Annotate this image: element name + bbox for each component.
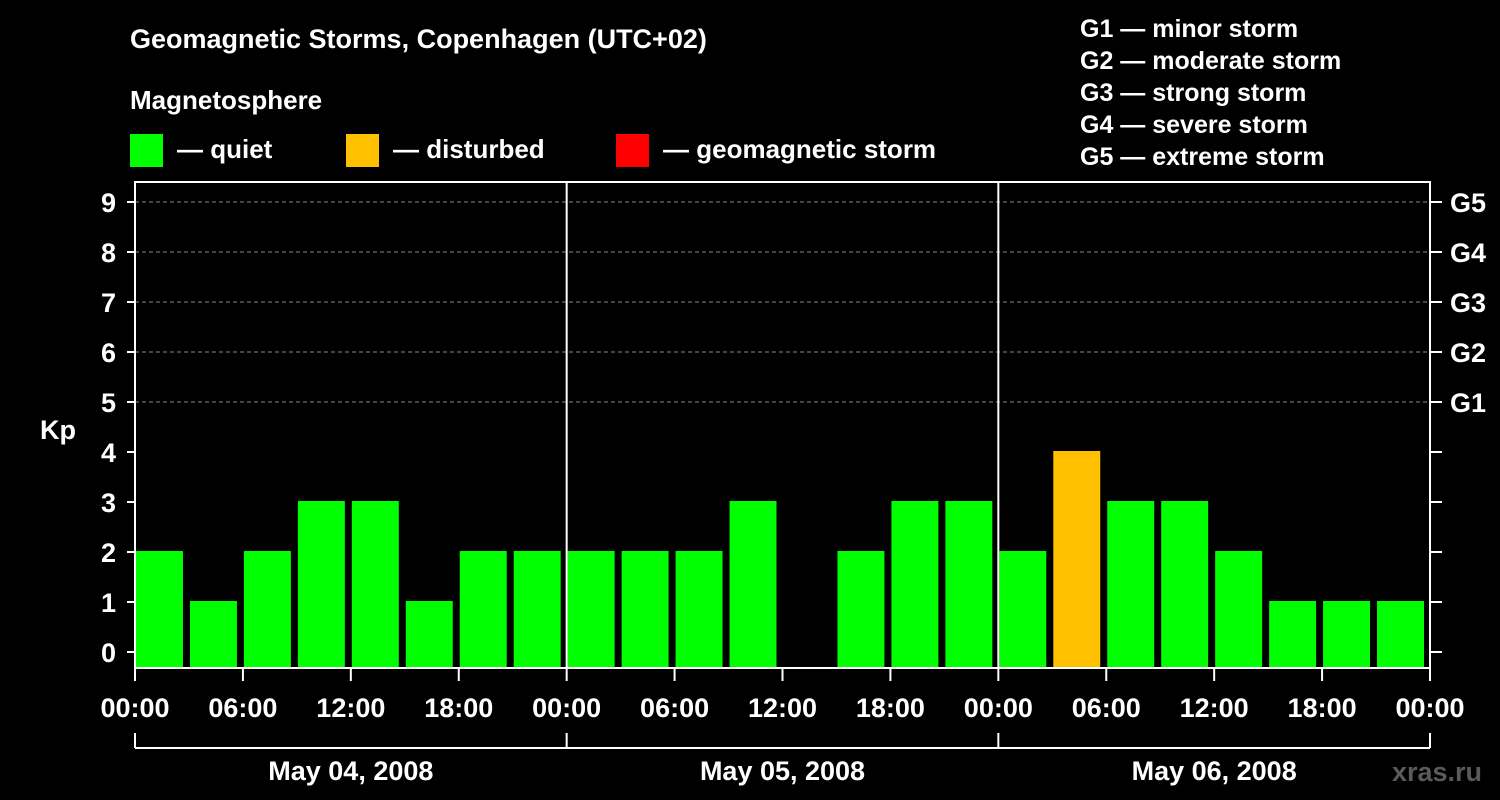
- day-label: May 06, 2008: [1132, 756, 1297, 786]
- legend-swatch: [346, 134, 379, 167]
- y2-tick-label: G1: [1450, 388, 1486, 418]
- day-label: May 05, 2008: [700, 756, 865, 786]
- x-tick-label: 18:00: [424, 693, 493, 723]
- scale-legend-item: G2 — moderate storm: [1080, 47, 1341, 75]
- x-tick-label: 12:00: [1180, 693, 1249, 723]
- x-tick-label: 00:00: [1395, 693, 1464, 723]
- kp-bar: [1215, 551, 1263, 668]
- y-tick-label: 0: [101, 638, 116, 668]
- y-tick-label: 2: [101, 538, 116, 568]
- scale-legend-item: G1 — minor storm: [1080, 15, 1298, 43]
- kp-bar: [405, 601, 453, 668]
- kp-bar: [1161, 501, 1209, 668]
- x-tick-label: 18:00: [1288, 693, 1357, 723]
- x-tick-label: 06:00: [208, 693, 277, 723]
- legend-swatch: [616, 134, 649, 167]
- scale-legend-item: G3 — strong storm: [1080, 79, 1306, 107]
- y-tick-label: 1: [101, 588, 116, 618]
- kp-bar: [1323, 601, 1371, 668]
- y-tick-label: 5: [101, 388, 116, 418]
- scale-legend-item: G5 — extreme storm: [1080, 143, 1325, 171]
- day-label: May 04, 2008: [268, 756, 433, 786]
- legend-label: — geomagnetic storm: [663, 134, 936, 164]
- legend-title: Magnetosphere: [130, 85, 322, 115]
- y2-tick-label: G3: [1450, 288, 1486, 318]
- kp-bar: [136, 551, 183, 668]
- y-tick-label: 7: [101, 288, 116, 318]
- x-tick-label: 00:00: [100, 693, 169, 723]
- scale-legend: G1 — minor storm G2 — moderate storm G3 — …: [1080, 15, 1341, 171]
- scale-legend-item: G4 — severe storm: [1080, 111, 1308, 139]
- y2-tick-label: G4: [1450, 238, 1486, 268]
- kp-bar: [297, 501, 345, 668]
- kp-bar: [243, 551, 291, 668]
- watermark: xras.ru: [1392, 757, 1482, 787]
- kp-bar: [837, 551, 885, 668]
- legend: — quiet — disturbed — geomagnetic storm: [130, 134, 936, 167]
- y-axis-label: Kp: [40, 415, 76, 445]
- y-tick-label: 3: [101, 488, 116, 518]
- kp-bar: [459, 551, 507, 668]
- legend-label: — disturbed: [393, 134, 545, 164]
- y-tick-label: 8: [101, 238, 116, 268]
- x-tick-label: 12:00: [748, 693, 817, 723]
- kp-bar: [729, 501, 777, 668]
- y2-tick-label: G5: [1450, 188, 1486, 218]
- legend-swatch: [130, 134, 163, 167]
- kp-bar: [675, 551, 723, 668]
- x-tick-label: 18:00: [856, 693, 925, 723]
- y-tick-label: 4: [101, 438, 116, 468]
- y-tick-label: 6: [101, 338, 116, 368]
- y2-tick-label: G2: [1450, 338, 1486, 368]
- kp-bar: [999, 551, 1047, 668]
- plot-area: 0 1 2 3 4 5 6 7 8 9 G1 G2 G3 G4 G5 00:00 06:00 12:00 18:00…: [100, 181, 1486, 786]
- kp-bar: [891, 501, 939, 668]
- x-tick-label: 00:00: [964, 693, 1033, 723]
- x-tick-label: 06:00: [640, 693, 709, 723]
- legend-label: — quiet: [177, 134, 273, 164]
- kp-bar: [1269, 601, 1317, 668]
- y-tick-label: 9: [101, 188, 116, 218]
- kp-bar: [1377, 601, 1424, 668]
- chart-title: Geomagnetic Storms, Copenhagen (UTC+02): [130, 24, 707, 54]
- x-tick-label: 00:00: [532, 693, 601, 723]
- kp-bar: [945, 501, 993, 668]
- x-tick-label: 12:00: [316, 693, 385, 723]
- kp-bar: [189, 601, 237, 668]
- kp-bar: [621, 551, 669, 668]
- kp-bar: [513, 551, 561, 668]
- kp-bar: [1107, 501, 1155, 668]
- x-tick-label: 06:00: [1072, 693, 1141, 723]
- kp-bar: [351, 501, 399, 668]
- kp-bar: [1053, 451, 1101, 668]
- kp-bar: [567, 551, 615, 668]
